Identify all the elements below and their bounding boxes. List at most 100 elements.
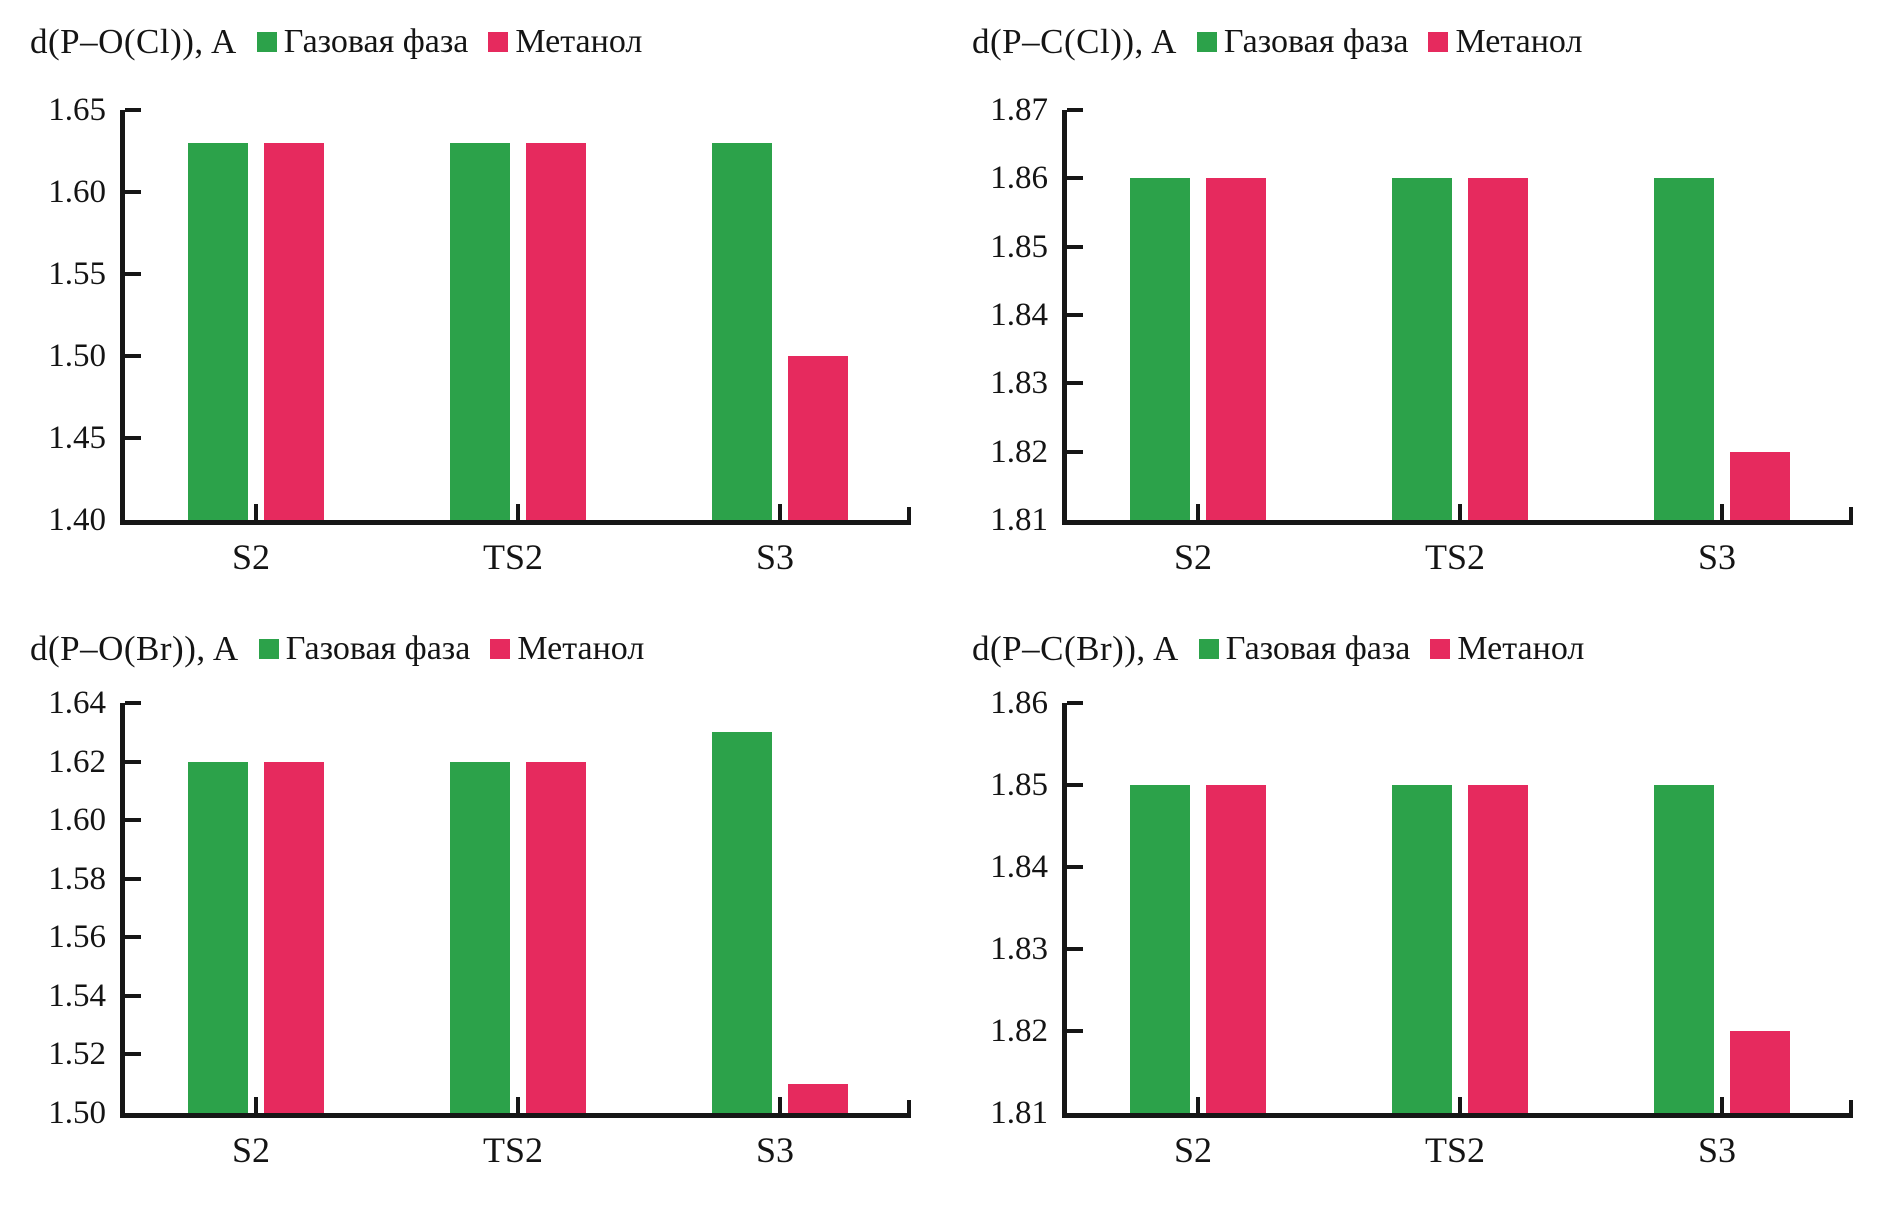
x-category-label: TS2	[1424, 537, 1485, 577]
bar-methanol-s3	[788, 356, 848, 520]
legend-label: Метанол	[1455, 23, 1583, 60]
bar-gas-phase-s3	[712, 732, 772, 1113]
y-axis-tick-label: 1.85	[990, 767, 1048, 803]
y-axis-tick-label: 1.82	[990, 433, 1048, 470]
y-axis-tick	[1067, 947, 1083, 951]
chart-panel: d(P–O(Cl)), A Газовая фаза Метанол 1.40 1.45…	[0, 0, 942, 606]
chart-title: d(P–O(Cl)), A	[30, 22, 237, 61]
x-category-label: TS2	[482, 1130, 543, 1170]
legend-label: Газовая фаза	[283, 23, 469, 60]
x-axis-tick	[1458, 1097, 1462, 1113]
bar-gas-phase-ts2	[1392, 785, 1452, 1113]
y-axis-tick-label: 1.84	[990, 297, 1048, 333]
legend-item-methanol: Метанол	[488, 23, 642, 61]
x-category-label: S3	[755, 537, 795, 577]
chart-title: d(P–O(Br)), A	[30, 629, 239, 668]
legend-label: Метанол	[1457, 630, 1585, 667]
x-category-label: S3	[1697, 1130, 1737, 1170]
legend-marker-gas-icon	[1196, 32, 1217, 52]
y-axis-tick-label: 1.87	[990, 92, 1048, 128]
y-axis-tick	[125, 993, 141, 998]
bar-gas-phase-s2	[188, 142, 248, 520]
x-axis-end-tick	[907, 1100, 911, 1113]
x-axis-tick	[1196, 504, 1200, 520]
plot-area	[120, 701, 911, 1118]
bar-gas-phase-s3	[712, 142, 772, 520]
legend-item-gas-phase: Газовая фаза	[1198, 630, 1410, 668]
bar-methanol-s2	[1206, 785, 1266, 1113]
y-axis-tick-label: 1.86	[990, 160, 1048, 197]
chart-panel: d(P–O(Br)), A Газовая фаза Метанол 1.50 1.52…	[0, 607, 942, 1213]
y-axis-tick	[125, 701, 141, 705]
bar-methanol-ts2	[1468, 785, 1528, 1113]
y-axis-tick	[1067, 176, 1083, 181]
chart-panel: d(P–C(Br)), A Газовая фаза Метанол 1.81 1.82…	[942, 607, 1884, 1213]
legend-label: Метанол	[515, 23, 643, 60]
legend-item-methanol: Метанол	[490, 630, 644, 668]
y-axis-tick	[1067, 313, 1083, 317]
legend-item-gas-phase: Газовая фаза	[258, 630, 471, 668]
legend-item-methanol: Метанол	[1428, 23, 1582, 61]
legend-marker-gas-icon	[258, 639, 279, 659]
bar-methanol-s3	[1730, 1031, 1790, 1113]
legend: Газовая фаза Метанол	[1177, 23, 1582, 61]
bar-gas-phase-s3	[1654, 785, 1714, 1113]
bar-gas-phase-s2	[1130, 785, 1190, 1113]
x-axis-tick	[1720, 504, 1724, 520]
x-axis-tick	[254, 1097, 258, 1113]
legend-item-gas-phase: Газовая фаза	[1196, 23, 1409, 61]
y-axis-tick	[1067, 783, 1083, 787]
legend-marker-methanol-icon	[1428, 32, 1449, 52]
y-axis-tick	[1067, 449, 1083, 454]
legend-label: Газовая фаза	[1223, 23, 1409, 60]
bar-methanol-s3	[1730, 451, 1790, 520]
y-axis-tick-label: 1.81	[990, 1095, 1048, 1131]
y-axis-tick	[1067, 244, 1083, 249]
legend-label: Газовая фаза	[285, 630, 471, 667]
bar-methanol-ts2	[1468, 178, 1528, 520]
y-axis-tick	[1067, 1029, 1083, 1033]
y-axis-tick-label: 1.40	[48, 502, 106, 538]
y-axis-tick-label: 1.58	[48, 860, 106, 897]
legend-marker-methanol-icon	[490, 639, 511, 659]
x-category-label: S3	[1697, 537, 1737, 577]
plot-area	[1062, 108, 1853, 525]
legend-item-methanol: Метанол	[1430, 630, 1584, 668]
x-axis-tick	[778, 1097, 782, 1113]
bar-methanol-ts2	[526, 761, 586, 1113]
x-category-label: S2	[231, 1130, 271, 1170]
legend: Газовая фаза Метанол	[237, 23, 642, 61]
y-axis-tick	[125, 108, 141, 112]
legend-marker-gas-icon	[256, 32, 277, 52]
legend-marker-methanol-icon	[1430, 639, 1451, 659]
y-axis-tick-label: 1.64	[48, 685, 106, 721]
legend-marker-methanol-icon	[488, 32, 509, 52]
y-axis-tick-label: 1.56	[48, 919, 106, 956]
y-axis-tick	[125, 935, 141, 940]
x-axis-tick	[516, 504, 520, 520]
y-axis-tick	[125, 190, 141, 194]
x-category-label: S2	[231, 537, 271, 577]
x-category-label: S3	[755, 1130, 795, 1170]
y-axis-tick-label: 1.55	[48, 256, 106, 292]
chart-title: d(P–C(Cl)), A	[972, 22, 1177, 61]
bar-gas-phase-ts2	[450, 142, 510, 520]
y-axis-tick-label: 1.86	[990, 685, 1048, 721]
y-axis-tick-label: 1.81	[990, 502, 1048, 538]
y-axis-tick	[1067, 108, 1083, 112]
y-axis-tick-label: 1.60	[48, 174, 106, 210]
legend: Газовая фаза Метанол	[239, 630, 644, 668]
legend: Газовая фаза Метанол	[1179, 630, 1584, 668]
chart-header: d(P–O(Br)), A Газовая фаза Метанол	[30, 629, 938, 669]
y-axis-tick	[125, 818, 141, 823]
bar-methanol-s3	[788, 1083, 848, 1113]
y-axis-tick	[125, 272, 141, 276]
plot-area	[120, 108, 911, 525]
y-axis-tick-label: 1.50	[48, 1095, 106, 1131]
x-axis-tick	[1458, 504, 1462, 520]
bar-methanol-ts2	[526, 142, 586, 520]
legend-marker-gas-icon	[1198, 639, 1219, 659]
x-axis-end-tick	[1849, 1100, 1853, 1113]
y-axis-tick-label: 1.45	[48, 420, 106, 456]
